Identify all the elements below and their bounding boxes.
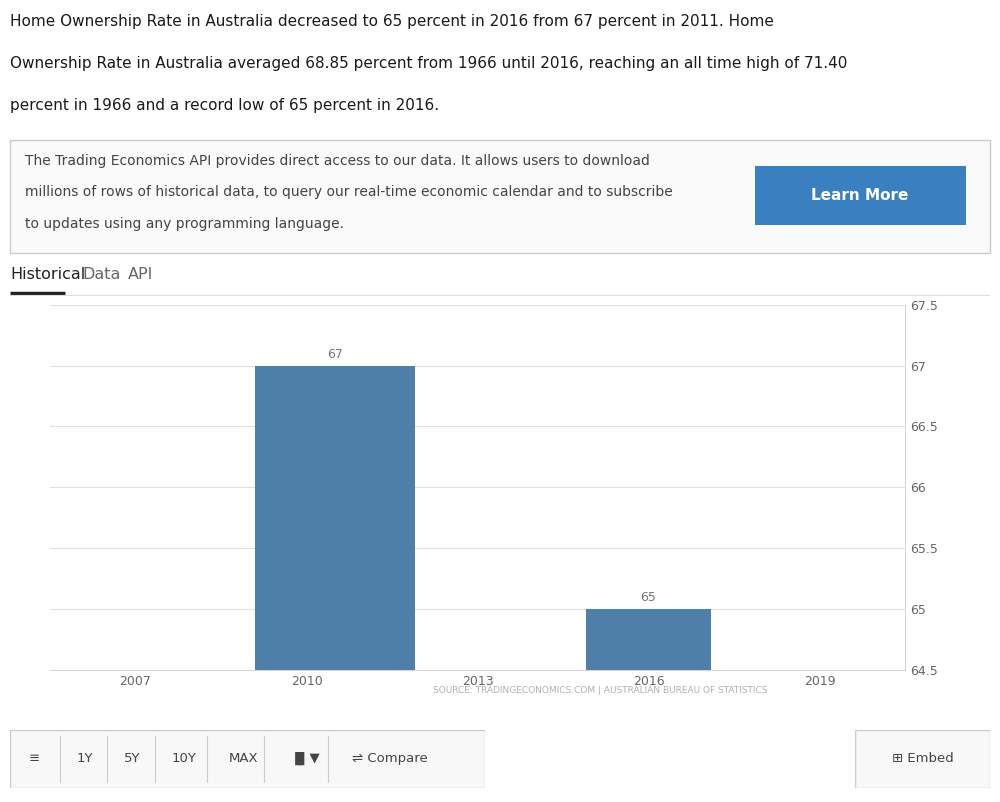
Text: 1Y: 1Y [76, 752, 93, 765]
Text: SOURCE: TRADINGECONOMICS.COM | AUSTRALIAN BUREAU OF STATISTICS: SOURCE: TRADINGECONOMICS.COM | AUSTRALIA… [433, 686, 767, 695]
Text: Data: Data [82, 268, 121, 282]
Text: Ownership Rate in Australia averaged 68.85 percent from 1966 until 2016, reachin: Ownership Rate in Australia averaged 68.… [10, 56, 847, 71]
FancyBboxPatch shape [10, 730, 485, 788]
Text: ▐▌▼: ▐▌▼ [290, 752, 321, 765]
Text: 5Y: 5Y [124, 752, 140, 765]
Text: 10Y: 10Y [172, 752, 196, 765]
FancyBboxPatch shape [855, 730, 990, 788]
FancyBboxPatch shape [755, 166, 966, 225]
Text: MAX: MAX [228, 752, 258, 765]
Text: The Trading Economics API provides direct access to our data. It allows users to: The Trading Economics API provides direc… [25, 154, 650, 168]
Text: Historical: Historical [10, 268, 85, 282]
Text: ≡: ≡ [29, 752, 40, 765]
Text: 65: 65 [641, 591, 656, 604]
Text: ⊞ Embed: ⊞ Embed [892, 752, 953, 765]
Text: Home Ownership Rate in Australia decreased to 65 percent in 2016 from 67 percent: Home Ownership Rate in Australia decreas… [10, 14, 774, 30]
FancyBboxPatch shape [10, 140, 990, 253]
Text: millions of rows of historical data, to query our real-time economic calendar an: millions of rows of historical data, to … [25, 185, 672, 199]
Bar [586, 609, 711, 670]
Text: to updates using any programming language.: to updates using any programming languag… [25, 217, 344, 231]
Text: ⇌ Compare: ⇌ Compare [352, 752, 428, 765]
Text: API: API [128, 268, 153, 282]
Text: percent in 1966 and a record low of 65 percent in 2016.: percent in 1966 and a record low of 65 p… [10, 98, 439, 113]
Text: 67: 67 [327, 348, 343, 361]
Bar [255, 366, 415, 670]
Text: Learn More: Learn More [811, 188, 909, 203]
